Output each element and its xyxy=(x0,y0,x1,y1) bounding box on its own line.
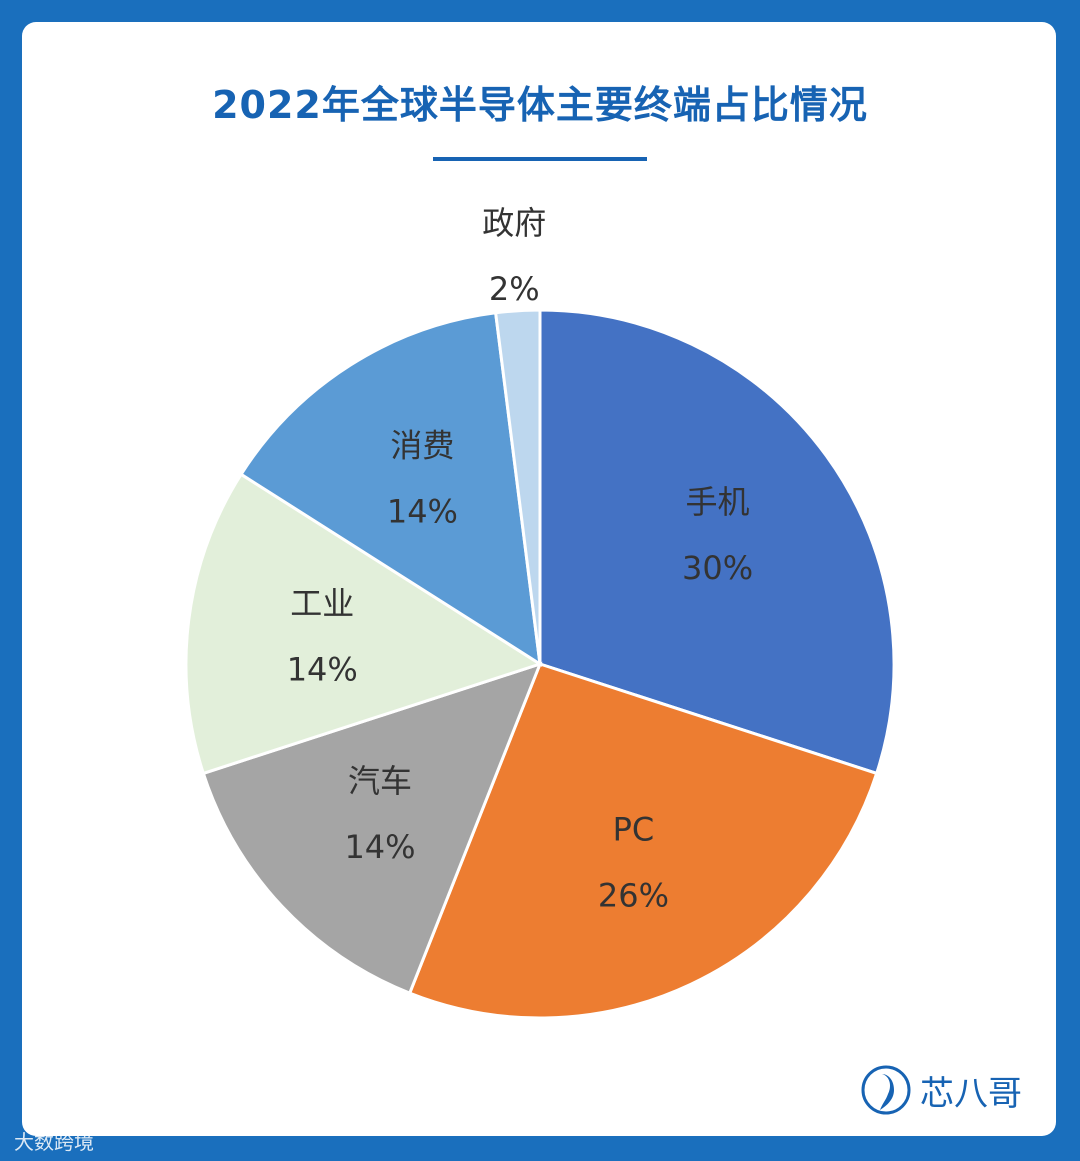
pie-slice-1 xyxy=(407,662,879,1020)
slice-value-0: 30% xyxy=(682,549,753,587)
pie-slice-0 xyxy=(538,308,896,776)
title-underline xyxy=(433,157,647,161)
pie-slice-4 xyxy=(239,311,542,667)
pie-slice-5 xyxy=(493,308,542,665)
slice-value-1: 26% xyxy=(598,877,669,915)
brand-name: 芯八哥 xyxy=(920,1073,1022,1114)
slice-value-5: 2% xyxy=(489,270,540,308)
slice-label-5: 政府 xyxy=(482,204,546,242)
slice-value-3: 14% xyxy=(287,650,358,688)
footer-watermark: 大数跨境 xyxy=(14,1130,94,1154)
slice-label-3: 工业 xyxy=(290,584,354,622)
slice-label-0: 手机 xyxy=(686,483,750,521)
pie-slice-3 xyxy=(184,472,544,776)
slice-label-4: 消费 xyxy=(390,427,454,465)
slice-label-2: 汽车 xyxy=(348,762,412,800)
slice-label-1: PC xyxy=(613,811,655,849)
bird-logo-icon xyxy=(861,1065,911,1115)
slice-value-4: 14% xyxy=(387,493,458,531)
slice-value-2: 14% xyxy=(344,828,415,866)
page-title: 2022年全球半导体主要终端占比情况 xyxy=(212,83,868,127)
brand-logo: 芯八哥 xyxy=(860,1064,1022,1116)
